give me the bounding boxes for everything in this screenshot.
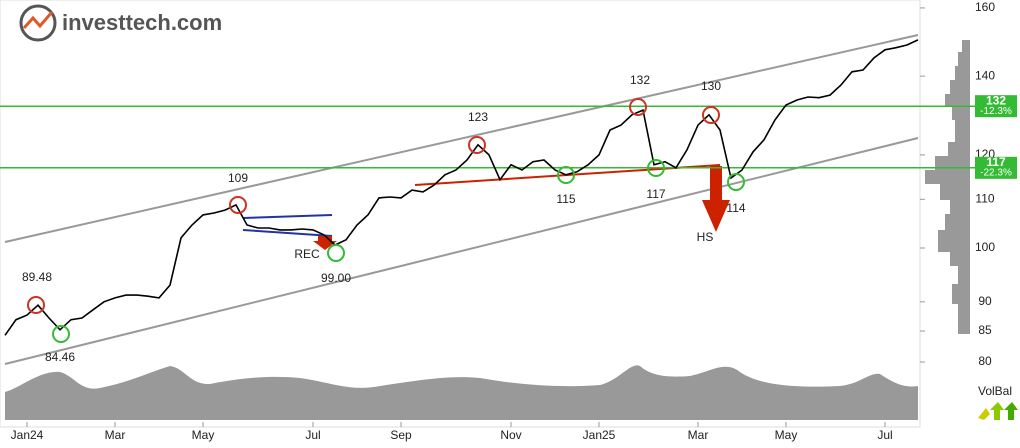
annotation: HS	[697, 230, 714, 244]
price-volume-histogram	[925, 40, 970, 334]
logo-icon	[19, 4, 57, 42]
x-tick-label: Sep	[390, 428, 412, 442]
annotation: 99.00	[321, 271, 351, 285]
annotation: 130	[701, 79, 721, 93]
y-tick-label: 140	[975, 68, 995, 82]
x-tick-label: Jul	[305, 428, 320, 442]
rec-arrow	[313, 236, 337, 250]
x-tick-label: Nov	[500, 428, 521, 442]
x-tick-label: Mar	[688, 428, 709, 442]
x-tick-label: Jul	[877, 428, 892, 442]
annotation: 114	[726, 201, 745, 215]
trend-upper	[4, 34, 919, 243]
level-box	[975, 156, 1017, 179]
y-tick-label: 90	[978, 294, 992, 308]
x-tick-label: Jan25	[583, 428, 616, 442]
annotation: 115	[556, 192, 575, 206]
hs-arrow	[702, 166, 730, 232]
price-line	[4, 39, 919, 336]
pivot-marker	[27, 296, 45, 314]
x-tick-label: May	[775, 428, 798, 442]
pivot-marker	[229, 196, 247, 214]
annotation: 132	[630, 73, 650, 87]
plot-area	[0, 0, 921, 428]
pivot-marker	[702, 106, 720, 124]
level-value: 132	[986, 93, 1006, 107]
rectangle-top	[242, 214, 333, 219]
pivot-marker	[52, 325, 70, 343]
y-tick-label: 110	[975, 191, 994, 205]
annotation: REC	[294, 247, 320, 261]
level-change: -22.3%	[980, 167, 1012, 178]
annotation: 123	[468, 110, 488, 124]
logo-text: investtech.com	[62, 10, 222, 35]
pivot-marker	[327, 244, 345, 262]
pivot-marker	[557, 166, 575, 184]
annotation: 84.46	[45, 350, 75, 364]
annotation: 109	[228, 171, 248, 185]
y-tick-label: 85	[978, 323, 992, 337]
y-tick-label: 100	[975, 240, 995, 254]
annotation: 89.48	[22, 270, 52, 284]
volume-area	[5, 365, 918, 420]
x-tick-label: Mar	[105, 428, 126, 442]
y-tick-label: 160	[975, 0, 995, 14]
level-box	[975, 95, 1017, 118]
level-value: 117	[986, 155, 1006, 169]
pivot-marker	[629, 98, 647, 116]
pivot-marker	[468, 136, 486, 154]
pivot-marker	[727, 173, 745, 191]
y-tick-label: 80	[978, 354, 992, 368]
volume-label: VolBal	[978, 384, 1012, 398]
level-change: -12.3%	[980, 106, 1012, 117]
pivot-marker	[647, 159, 665, 177]
x-tick-label: Jan24	[11, 428, 44, 442]
volbal-arrows	[978, 402, 1018, 420]
x-tick-label: May	[192, 428, 215, 442]
trend-lower	[4, 137, 919, 365]
annotation: 117	[646, 187, 665, 201]
rectangle-bottom	[242, 229, 333, 237]
